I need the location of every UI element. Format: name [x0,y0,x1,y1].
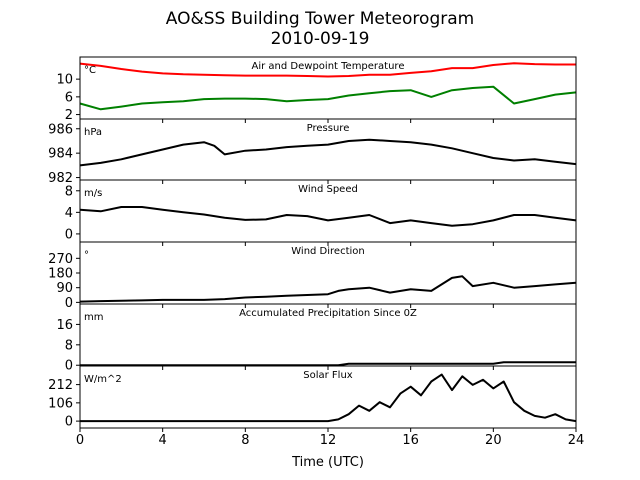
x-axis-label: Time (UTC) [291,455,364,470]
panel-2-unit: hPa [84,127,102,138]
panel-6-title: Solar Flux [303,370,353,381]
x-tick-label-1: 0 [76,433,84,448]
panel-2-ytick-label-2: 984 [48,147,73,162]
panel-1-ytick-label-1: 2 [65,108,73,123]
panel-3-ytick-label-2: 4 [65,206,73,221]
panel-1-unit: °C [84,65,96,76]
panel-5: 0 8 16 Accumulated Precipitation Since 0Z mm [56,303,577,374]
panel-4-title: Wind Direction [291,246,365,257]
x-tick-label-4: 12 [320,433,337,448]
panel-3-ytick-label-1: 0 [65,227,73,242]
panel-3-title: Wind Speed [298,184,358,195]
panel-1: 2 6 10 Air and Dewpoint Temperature °C [56,56,577,123]
panel-4-ytick-label-4: 270 [48,252,73,267]
panel-3-series-1-line [79,206,577,227]
panel-2: 982 984 986 Pressure hPa [48,118,577,186]
x-tick-label-6: 20 [485,433,502,448]
panel-4-ytick-label-3: 180 [48,267,73,282]
panels-group: 2 6 10 Air and Dewpoint Temperature °C 982 984… [48,56,577,432]
panel-6: 0 106 212 Solar Flux W/m^2 [48,365,577,432]
chart-subtitle: 2010-09-19 [271,29,370,49]
x-axis: 0 4 8 12 16 20 24 [76,433,584,448]
panel-6-ytick-label-2: 106 [48,396,73,411]
panel-5-series-1-line [80,361,576,367]
panel-6-series-1-line [80,373,577,423]
panel-4-ytick-label-2: 90 [56,281,73,296]
panel-4-unit: ° [84,250,89,261]
chart-title: AO&SS Building Tower Meteorogram [166,9,474,29]
panel-2-series-1-line [79,138,577,167]
panel-6-ytick-label-3: 212 [48,378,73,393]
panel-1-series-2-line [79,85,577,111]
panel-2-ytick-label-3: 986 [48,122,73,137]
x-tick-label-3: 8 [241,433,249,448]
panel-6-ytick-label-1: 0 [65,415,73,430]
panel-1-title: Air and Dewpoint Temperature [252,61,405,72]
panel-5-title: Accumulated Precipitation Since 0Z [239,308,417,319]
panel-1-series-1-line [79,62,576,78]
panel-3-ytick-label-3: 8 [65,184,73,199]
x-tick-label-7: 24 [568,433,585,448]
panel-5-ytick-label-1: 0 [65,359,73,374]
panel-5-unit: mm [84,312,103,323]
panel-4-series-1-line [79,275,577,303]
panel-1-ytick-label-2: 6 [65,90,73,105]
x-tick-label-5: 16 [402,433,419,448]
panel-1-ytick-label-3: 10 [56,73,73,88]
panel-5-ytick-label-3: 16 [56,318,73,333]
x-tick-label-2: 4 [159,433,167,448]
panel-5-ytick-label-2: 8 [65,338,73,353]
panel-3-unit: m/s [84,188,102,199]
panel-2-ytick-label-1: 982 [48,171,73,186]
panel-2-title: Pressure [307,123,350,134]
panel-3: 0 4 8 Wind Speed m/s [65,179,577,246]
panel-4-ytick-label-1: 0 [65,296,73,311]
panel-6-unit: W/m^2 [84,374,122,385]
